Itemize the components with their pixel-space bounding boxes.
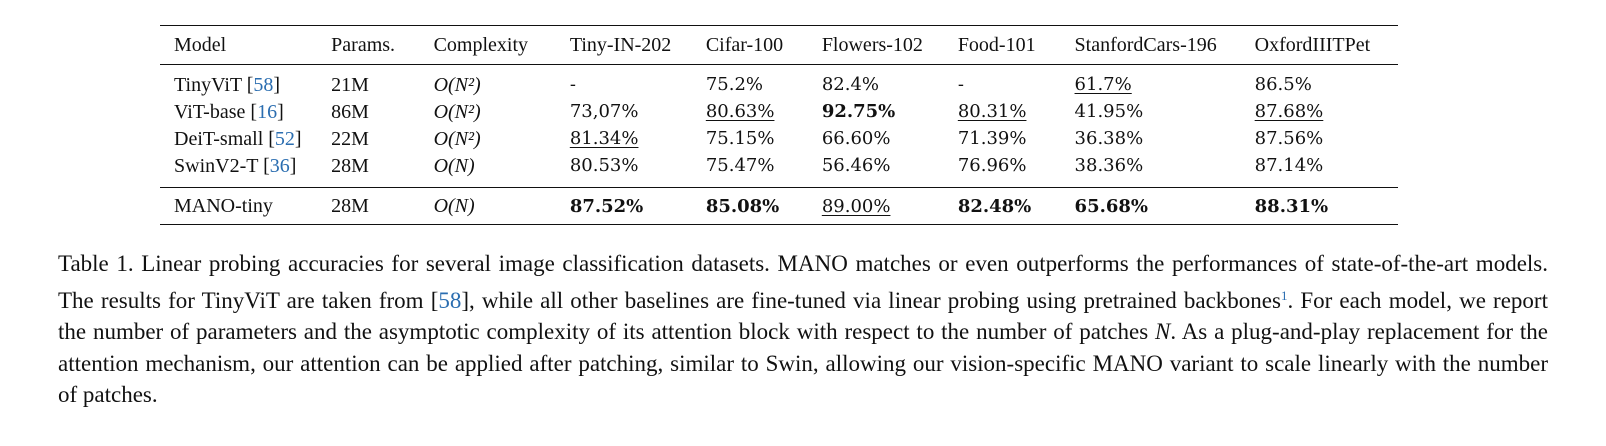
column-header: Flowers-102 xyxy=(821,33,923,56)
complexity-value: O(N²) xyxy=(433,73,481,96)
column-header: Complexity xyxy=(433,33,529,56)
caption-footnote-marker[interactable]: 1 xyxy=(1280,287,1288,303)
accuracy-value: 82.4% xyxy=(821,74,879,95)
accuracy-value: 41.95% xyxy=(1074,101,1144,122)
table-row: MANO-tiny 28M O(N) 87.52% 85.08% 89.00% 82.48%… xyxy=(160,187,1398,225)
accuracy-value: 89.00% xyxy=(821,195,891,217)
accuracy-value: 88.31% xyxy=(1254,195,1329,217)
caption-text-4: . As a plug-and-play replacement for the… xyxy=(58,319,1548,407)
accuracy-value: 76.96% xyxy=(957,155,1027,176)
complexity-value: O(N) xyxy=(433,195,475,217)
accuracy-value: 85.08% xyxy=(705,195,780,217)
accuracy-value: 87.56% xyxy=(1254,128,1324,149)
params-value: 86M xyxy=(331,100,369,123)
accuracy-value: 80.63% xyxy=(705,101,775,122)
accuracy-value: 56.46% xyxy=(821,155,891,176)
table-row: ViT-base [16] 86M O(N²) 73,07% 80.63% 92.75% 8… xyxy=(174,100,1324,123)
params-value: 21M xyxy=(331,73,369,96)
accuracy-value: - xyxy=(957,74,964,95)
column-header: Model xyxy=(174,33,227,56)
accuracy-value: 75.15% xyxy=(705,128,775,149)
params-value: 22M xyxy=(331,127,369,150)
table-row: TinyViT [58] 21M O(N²) -75.2% 82.4% -61.7% 86.… xyxy=(174,73,1312,96)
params-value: 28M xyxy=(331,154,369,177)
model-name: SwinV2-T xyxy=(174,154,259,177)
accuracy-value: 92.75% xyxy=(821,101,896,122)
column-header: StanfordCars-196 xyxy=(1074,33,1217,56)
accuracy-value: 65.68% xyxy=(1074,195,1149,217)
accuracy-value: 81.34% xyxy=(569,128,639,149)
accuracy-value: 75.47% xyxy=(705,155,775,176)
complexity-value: O(N) xyxy=(433,154,475,177)
accuracy-value: 36.38% xyxy=(1074,128,1144,149)
complexity-value: O(N²) xyxy=(433,100,481,123)
accuracy-value: - xyxy=(569,74,576,95)
accuracy-value: 87.68% xyxy=(1254,101,1324,122)
model-name: MANO-tiny xyxy=(174,195,273,217)
results-table: Model Params. Complexity Tiny-IN-202 Cifar-1… xyxy=(160,25,1398,225)
params-value: 28M xyxy=(331,195,369,217)
accuracy-value: 61.7% xyxy=(1074,74,1132,95)
caption-variable-n: N xyxy=(1155,319,1171,344)
column-header: Params. xyxy=(331,33,396,56)
table-header-row: Model Params. Complexity Tiny-IN-202 Cifar-1… xyxy=(160,25,1398,65)
model-name: ViT-base xyxy=(174,100,246,123)
accuracy-value: 38.36% xyxy=(1074,155,1144,176)
caption-citation[interactable]: 58 xyxy=(438,287,462,313)
accuracy-value: 80.53% xyxy=(569,155,639,176)
model-citation[interactable]: 16 xyxy=(257,100,278,123)
model-citation[interactable]: 58 xyxy=(253,73,274,96)
accuracy-value: 80.31% xyxy=(957,101,1027,122)
caption-text-3: . For each model, we report the number o… xyxy=(58,287,1548,345)
accuracy-value: 82.48% xyxy=(957,195,1032,217)
column-header: OxfordIIITPet xyxy=(1254,33,1371,56)
table-row: DeiT-small [52] 22M O(N²) 81.34% 75.15% 66.60… xyxy=(174,127,1324,150)
table-row: SwinV2-T [36] 28M O(N) 80.53% 75.47% 56.46% 76… xyxy=(174,154,1324,177)
accuracy-value: 66.60% xyxy=(821,128,891,149)
accuracy-value: 87.14% xyxy=(1254,155,1324,176)
accuracy-value: 71.39% xyxy=(957,128,1027,149)
model-name: TinyViT xyxy=(174,73,242,96)
accuracy-value: 75.2% xyxy=(705,74,763,95)
accuracy-value: 73,07% xyxy=(569,101,639,122)
results-table-container: Model Params. Complexity Tiny-IN-202 Cifar-1… xyxy=(160,25,1398,225)
caption-text-2: ], while all other baselines are fine-tu… xyxy=(461,287,1281,313)
accuracy-value: 87.52% xyxy=(569,195,644,217)
column-header: Cifar-100 xyxy=(705,33,784,56)
table-caption: Table 1. Linear probing accuracies for s… xyxy=(58,248,1548,411)
table-body: TinyViT [58] 21M O(N²) -75.2% 82.4% -61.7% 86.… xyxy=(160,65,1398,225)
caption-text-1: Table 1. Linear probing accuracies for s… xyxy=(58,251,1548,313)
complexity-value: O(N²) xyxy=(433,127,481,150)
column-header: Food-101 xyxy=(957,33,1036,56)
model-name: DeiT-small xyxy=(174,127,264,150)
model-citation[interactable]: 36 xyxy=(269,154,290,177)
column-header: Tiny-IN-202 xyxy=(569,33,672,56)
accuracy-value: 86.5% xyxy=(1254,74,1312,95)
model-citation[interactable]: 52 xyxy=(274,127,295,150)
